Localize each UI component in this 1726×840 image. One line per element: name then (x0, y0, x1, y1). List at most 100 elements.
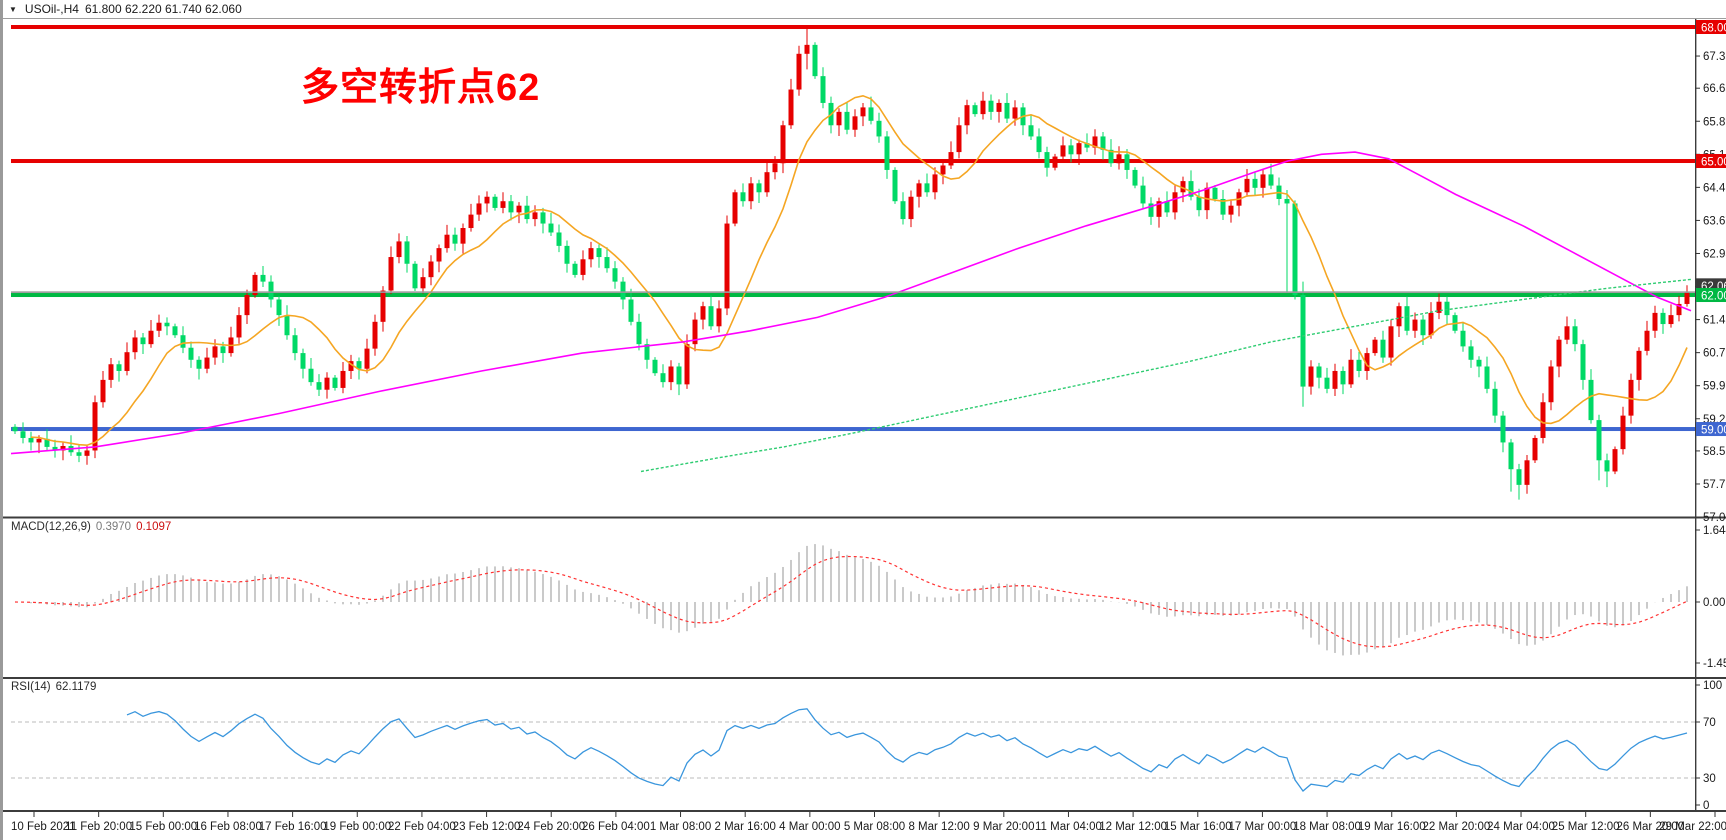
candle-body (1468, 346, 1474, 360)
candle-body (1580, 344, 1586, 380)
time-tick-label[interactable]: 16 Feb 08:00 (194, 821, 262, 833)
rsi-tick (1695, 804, 1700, 806)
candle-body (1460, 330, 1466, 347)
time-tick-label[interactable]: 11 Feb 20:00 (65, 821, 132, 833)
time-tick-label[interactable]: 8 Mar 12:00 (908, 821, 969, 833)
candle-body (436, 248, 442, 262)
candle-body (516, 205, 522, 213)
time-tick-label[interactable]: 11 Mar 04:00 (1035, 821, 1102, 833)
panel-divider (3, 810, 1726, 812)
time-tick-label[interactable]: 25 Mar 12:00 (1552, 821, 1620, 833)
candle-body (468, 214, 474, 229)
candle-body (964, 105, 970, 126)
time-tick-label[interactable]: 15 Mar 16:00 (1164, 821, 1232, 833)
hline-62.000[interactable] (11, 293, 1695, 298)
time-tick-label[interactable]: 18 Mar 08:00 (1293, 821, 1361, 833)
triangle-down-icon[interactable]: ▼ (9, 4, 17, 14)
candle-body (1412, 319, 1418, 331)
candle-body (1652, 312, 1658, 331)
candle-body (956, 125, 962, 153)
candle-body (444, 234, 450, 249)
candle-body (1228, 205, 1234, 215)
candle-body (268, 281, 274, 300)
price-tick-label: 62.930 (1703, 248, 1726, 260)
candle-body (1388, 326, 1394, 358)
candle-body (172, 326, 178, 336)
time-tick-label[interactable]: 19 Mar 16:00 (1358, 821, 1426, 833)
horizontal-lines (11, 25, 1695, 432)
chart-title-bar: ▼ USOil-,H4 61.800 62.220 61.740 62.060 (3, 0, 1726, 18)
candle-body (652, 359, 658, 374)
candle-body (1636, 350, 1642, 380)
time-tick-label[interactable]: 23 Feb 12:00 (453, 821, 521, 833)
hline-65.000[interactable] (11, 159, 1695, 164)
candle-body (1420, 319, 1426, 336)
price-tick (1695, 219, 1700, 221)
candle-body (260, 274, 266, 282)
candle-body (348, 361, 354, 371)
candle-body (1564, 326, 1570, 340)
text-annotation[interactable]: 多空转折点62 (301, 67, 541, 109)
time-tick-label[interactable]: 12 Mar 12:00 (1099, 821, 1167, 833)
time-tick-label[interactable]: 4 Mar 00:00 (779, 821, 840, 833)
candle-body (204, 357, 210, 369)
time-tick-label[interactable]: 24 Feb 20:00 (517, 821, 585, 833)
candle-body (1548, 366, 1554, 403)
candle-body (660, 373, 666, 383)
candle-body (1340, 370, 1346, 385)
candle-body (892, 169, 898, 202)
candle-body (156, 322, 162, 331)
time-tick-label[interactable]: 2 Mar 16:00 (715, 821, 776, 833)
candle-body (1428, 312, 1434, 336)
candle-body (724, 223, 730, 309)
candle-body (252, 274, 258, 296)
time-tick-label[interactable]: 26 Feb 04:00 (582, 821, 650, 833)
time-tick-label[interactable]: 17 Feb 16:00 (259, 821, 327, 833)
candle-body (1668, 315, 1674, 325)
candle-body (1484, 366, 1490, 389)
candle-body (532, 212, 538, 220)
candle-body (1092, 136, 1098, 148)
candle-body (612, 268, 618, 282)
candle-body (76, 452, 82, 456)
candle-body (1324, 377, 1330, 389)
rsi-plot (11, 721, 1695, 779)
rsi-tick (1695, 721, 1700, 723)
candle-body (380, 290, 386, 322)
time-tick-label[interactable]: 17 Mar 00:00 (1229, 821, 1297, 833)
time-tick-label[interactable]: 10 Feb 2021 (11, 821, 76, 833)
candle-body (628, 299, 634, 322)
time-tick-label[interactable]: 5 Mar 08:00 (844, 821, 905, 833)
hline-59.000[interactable] (11, 427, 1695, 432)
current-price: 62.06068.00065.00062.00059.000 (11, 20, 1726, 437)
time-tick-label[interactable]: 22 Mar 20:00 (1423, 821, 1491, 833)
candle-body (764, 172, 770, 193)
time-tick-label[interactable]: 15 Feb 00:00 (129, 821, 197, 833)
time-tick-label[interactable]: 1 Mar 08:00 (650, 821, 711, 833)
candle-body (1404, 306, 1410, 331)
candle-body (308, 368, 314, 383)
hline-label-59.000-text: 59.000 (1701, 425, 1726, 437)
time-tick-label[interactable]: 26 Mar 20:00 (1616, 821, 1684, 833)
candle-body (876, 120, 882, 137)
candle-body (1644, 330, 1650, 351)
chart-canvas[interactable]: 67.35066.63065.89065.15064.41063.67062.9… (3, 0, 1726, 840)
hline-label-65.000-text: 65.000 (1701, 157, 1726, 169)
candle-body (996, 102, 1002, 112)
time-tick-label[interactable]: 24 Mar 04:00 (1487, 821, 1555, 833)
candle-body (588, 248, 594, 260)
price-tick (1695, 483, 1700, 485)
candle-body (556, 232, 562, 246)
rsi-tick-label: 30 (1703, 773, 1716, 785)
time-tick-label[interactable]: 9 Mar 20:00 (973, 821, 1034, 833)
candle-body (276, 299, 282, 316)
candle-body (100, 379, 106, 403)
price-tick-label: 63.670 (1703, 215, 1726, 227)
candle-body (772, 163, 778, 173)
panel-divider (3, 17, 1726, 19)
hline-68.000[interactable] (11, 25, 1695, 29)
macd-main-value: 0.3970 (95, 521, 132, 533)
time-tick-label[interactable]: 22 Feb 04:00 (388, 821, 456, 833)
time-tick-label[interactable]: 19 Feb 00:00 (323, 821, 391, 833)
time-tick-label[interactable]: 29 Mar 22:00 (1659, 821, 1726, 833)
